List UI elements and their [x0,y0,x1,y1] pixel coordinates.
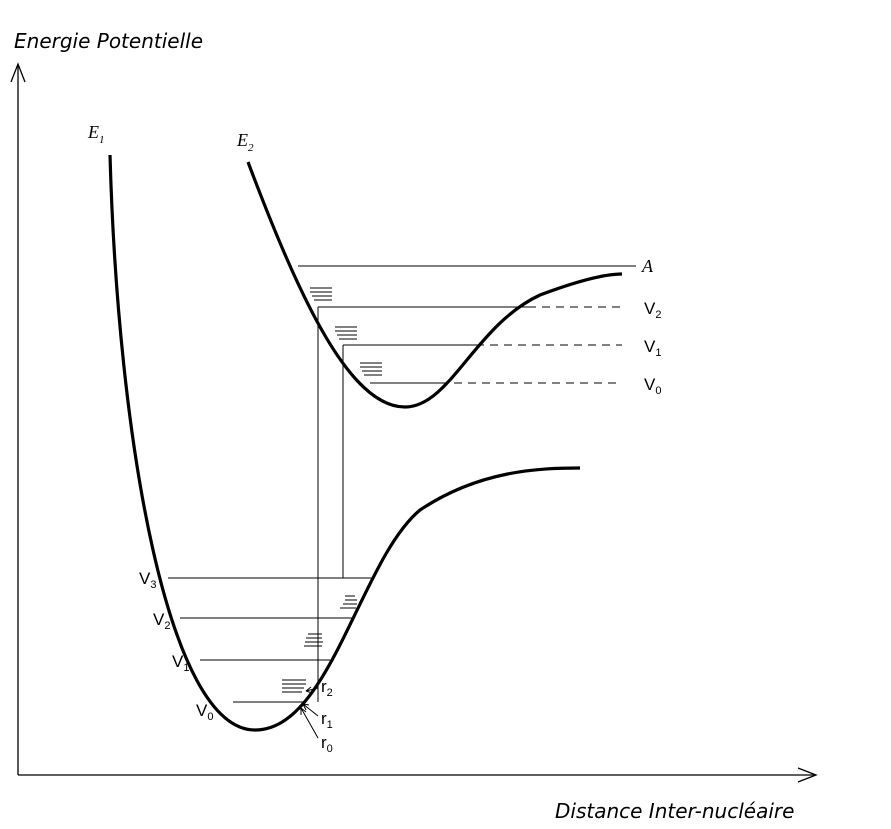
level-label: V2 [153,610,170,632]
label-part: r [321,733,327,752]
curve-label: E1 [87,122,105,146]
label-part: 2 [164,620,170,632]
level-label: V2 [644,299,661,321]
dissociation-label: A [641,256,654,276]
label-part: 0 [207,711,213,723]
label-part: 1 [183,662,189,674]
label-part: V [644,375,656,394]
label-part: 1 [327,719,333,731]
label-part: V [153,610,165,629]
label-part: 0 [655,385,661,397]
r-label: r1 [321,709,333,731]
y-axis-label: Energie Potentielle [14,29,203,53]
label-part: 2 [248,142,254,154]
label-part: 0 [327,743,333,755]
label-part: 2 [327,687,333,699]
label-part: V [644,337,656,356]
label-part: 1 [655,347,661,359]
label-part: E [87,122,99,142]
level-label: V0 [644,375,661,397]
label-part: V [196,701,208,720]
label-part: V [644,299,656,318]
lower-curve [108,154,581,732]
level-label: V0 [196,701,213,723]
level-label: V1 [644,337,661,359]
curve-label: E2 [236,130,254,154]
label-part: r [321,709,327,728]
hatches [282,287,382,693]
label-part: 2 [655,309,661,321]
upper-curve [246,161,623,409]
label-part: r [321,677,327,696]
x-axis-label: Distance Inter-nucléaire [555,799,794,823]
r-arrows [300,686,319,739]
label-part: V [139,569,151,588]
r-label: r0 [321,733,333,755]
level-label: V3 [139,569,156,591]
label-part: E [236,130,248,150]
x-arrow [797,767,818,783]
label-part: 3 [150,579,156,591]
r-label: r2 [321,677,333,699]
y-arrow [10,62,26,83]
label-part: 1 [99,134,105,146]
level-label: V1 [172,652,189,674]
label-part: V [172,652,184,671]
